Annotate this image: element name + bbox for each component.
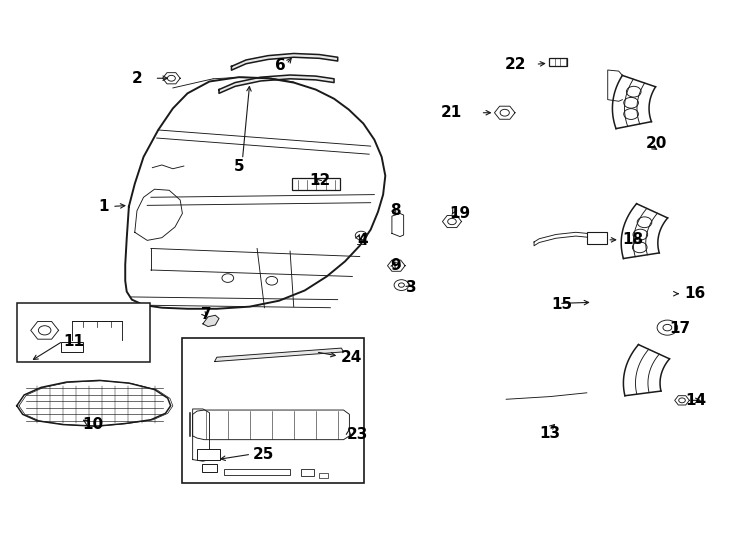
Bar — [202, 464, 217, 472]
Bar — [301, 469, 314, 476]
Text: 21: 21 — [441, 105, 462, 120]
Text: 18: 18 — [622, 232, 643, 247]
Bar — [586, 232, 607, 244]
Text: 12: 12 — [309, 173, 330, 188]
Text: 2: 2 — [131, 71, 142, 86]
Bar — [549, 58, 567, 66]
Text: 3: 3 — [406, 280, 416, 295]
Bar — [319, 472, 328, 478]
Text: 19: 19 — [450, 206, 471, 221]
Text: 24: 24 — [341, 350, 362, 364]
Polygon shape — [231, 53, 338, 70]
Text: 25: 25 — [252, 447, 274, 462]
Text: 11: 11 — [63, 334, 84, 349]
Text: 22: 22 — [505, 57, 527, 72]
Text: 14: 14 — [686, 393, 707, 408]
Text: 13: 13 — [539, 426, 560, 441]
Text: 1: 1 — [98, 199, 109, 214]
Bar — [17, 303, 150, 362]
Text: 6: 6 — [275, 58, 286, 73]
Text: 23: 23 — [346, 427, 368, 442]
Bar — [182, 339, 364, 483]
Text: 4: 4 — [357, 233, 368, 248]
Text: 5: 5 — [233, 159, 244, 173]
Bar — [224, 469, 290, 475]
Polygon shape — [219, 75, 334, 93]
Text: 20: 20 — [645, 136, 666, 151]
Polygon shape — [203, 315, 219, 327]
Text: 10: 10 — [83, 417, 104, 432]
Text: 16: 16 — [684, 286, 705, 301]
Text: 17: 17 — [669, 321, 690, 336]
Bar — [197, 449, 220, 460]
Text: 8: 8 — [390, 203, 401, 218]
Text: 15: 15 — [552, 297, 573, 312]
Bar — [292, 178, 340, 190]
Text: 7: 7 — [201, 307, 212, 322]
Polygon shape — [214, 348, 344, 362]
Text: 9: 9 — [390, 258, 401, 273]
Bar — [61, 342, 83, 352]
